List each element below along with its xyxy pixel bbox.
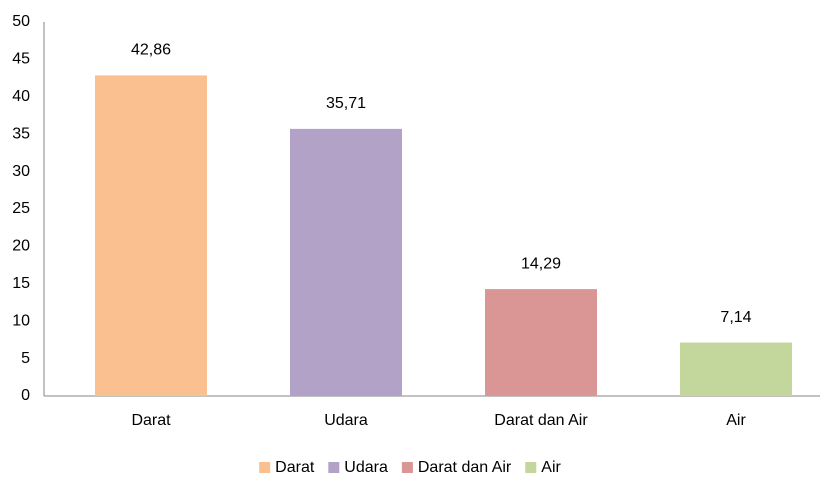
legend-label: Darat: [275, 459, 315, 476]
x-tick-label: Darat dan Air: [494, 412, 588, 429]
x-tick-label: Udara: [324, 412, 368, 429]
legend-swatch: [525, 462, 537, 473]
bar: [680, 342, 792, 396]
data-label: 14,29: [521, 255, 561, 272]
bar: [290, 128, 402, 396]
y-tick-label: 0: [21, 387, 30, 404]
y-tick-label: 50: [12, 13, 30, 30]
y-tick-label: 35: [12, 125, 30, 142]
data-label: 35,71: [326, 95, 366, 112]
y-tick-label: 25: [12, 200, 30, 217]
legend-swatch: [328, 462, 340, 473]
legend-swatch: [401, 462, 413, 473]
legend-label: Udara: [344, 459, 388, 476]
y-tick-label: 20: [12, 238, 30, 255]
x-tick-label: Darat: [131, 412, 171, 429]
y-tick-label: 5: [21, 350, 30, 367]
y-tick-label: 30: [12, 163, 30, 180]
data-label: 7,14: [720, 309, 751, 326]
bar: [485, 289, 597, 396]
bar: [95, 75, 207, 397]
x-tick-label: Air: [726, 412, 746, 429]
legend-label: Air: [541, 459, 561, 476]
y-tick-label: 45: [12, 51, 30, 68]
data-label: 42,86: [131, 42, 171, 59]
y-tick-label: 15: [12, 275, 30, 292]
y-tick-label: 40: [12, 88, 30, 105]
y-tick-label: 10: [12, 312, 30, 329]
legend-swatch: [259, 462, 271, 473]
legend-label: Darat dan Air: [418, 459, 512, 476]
